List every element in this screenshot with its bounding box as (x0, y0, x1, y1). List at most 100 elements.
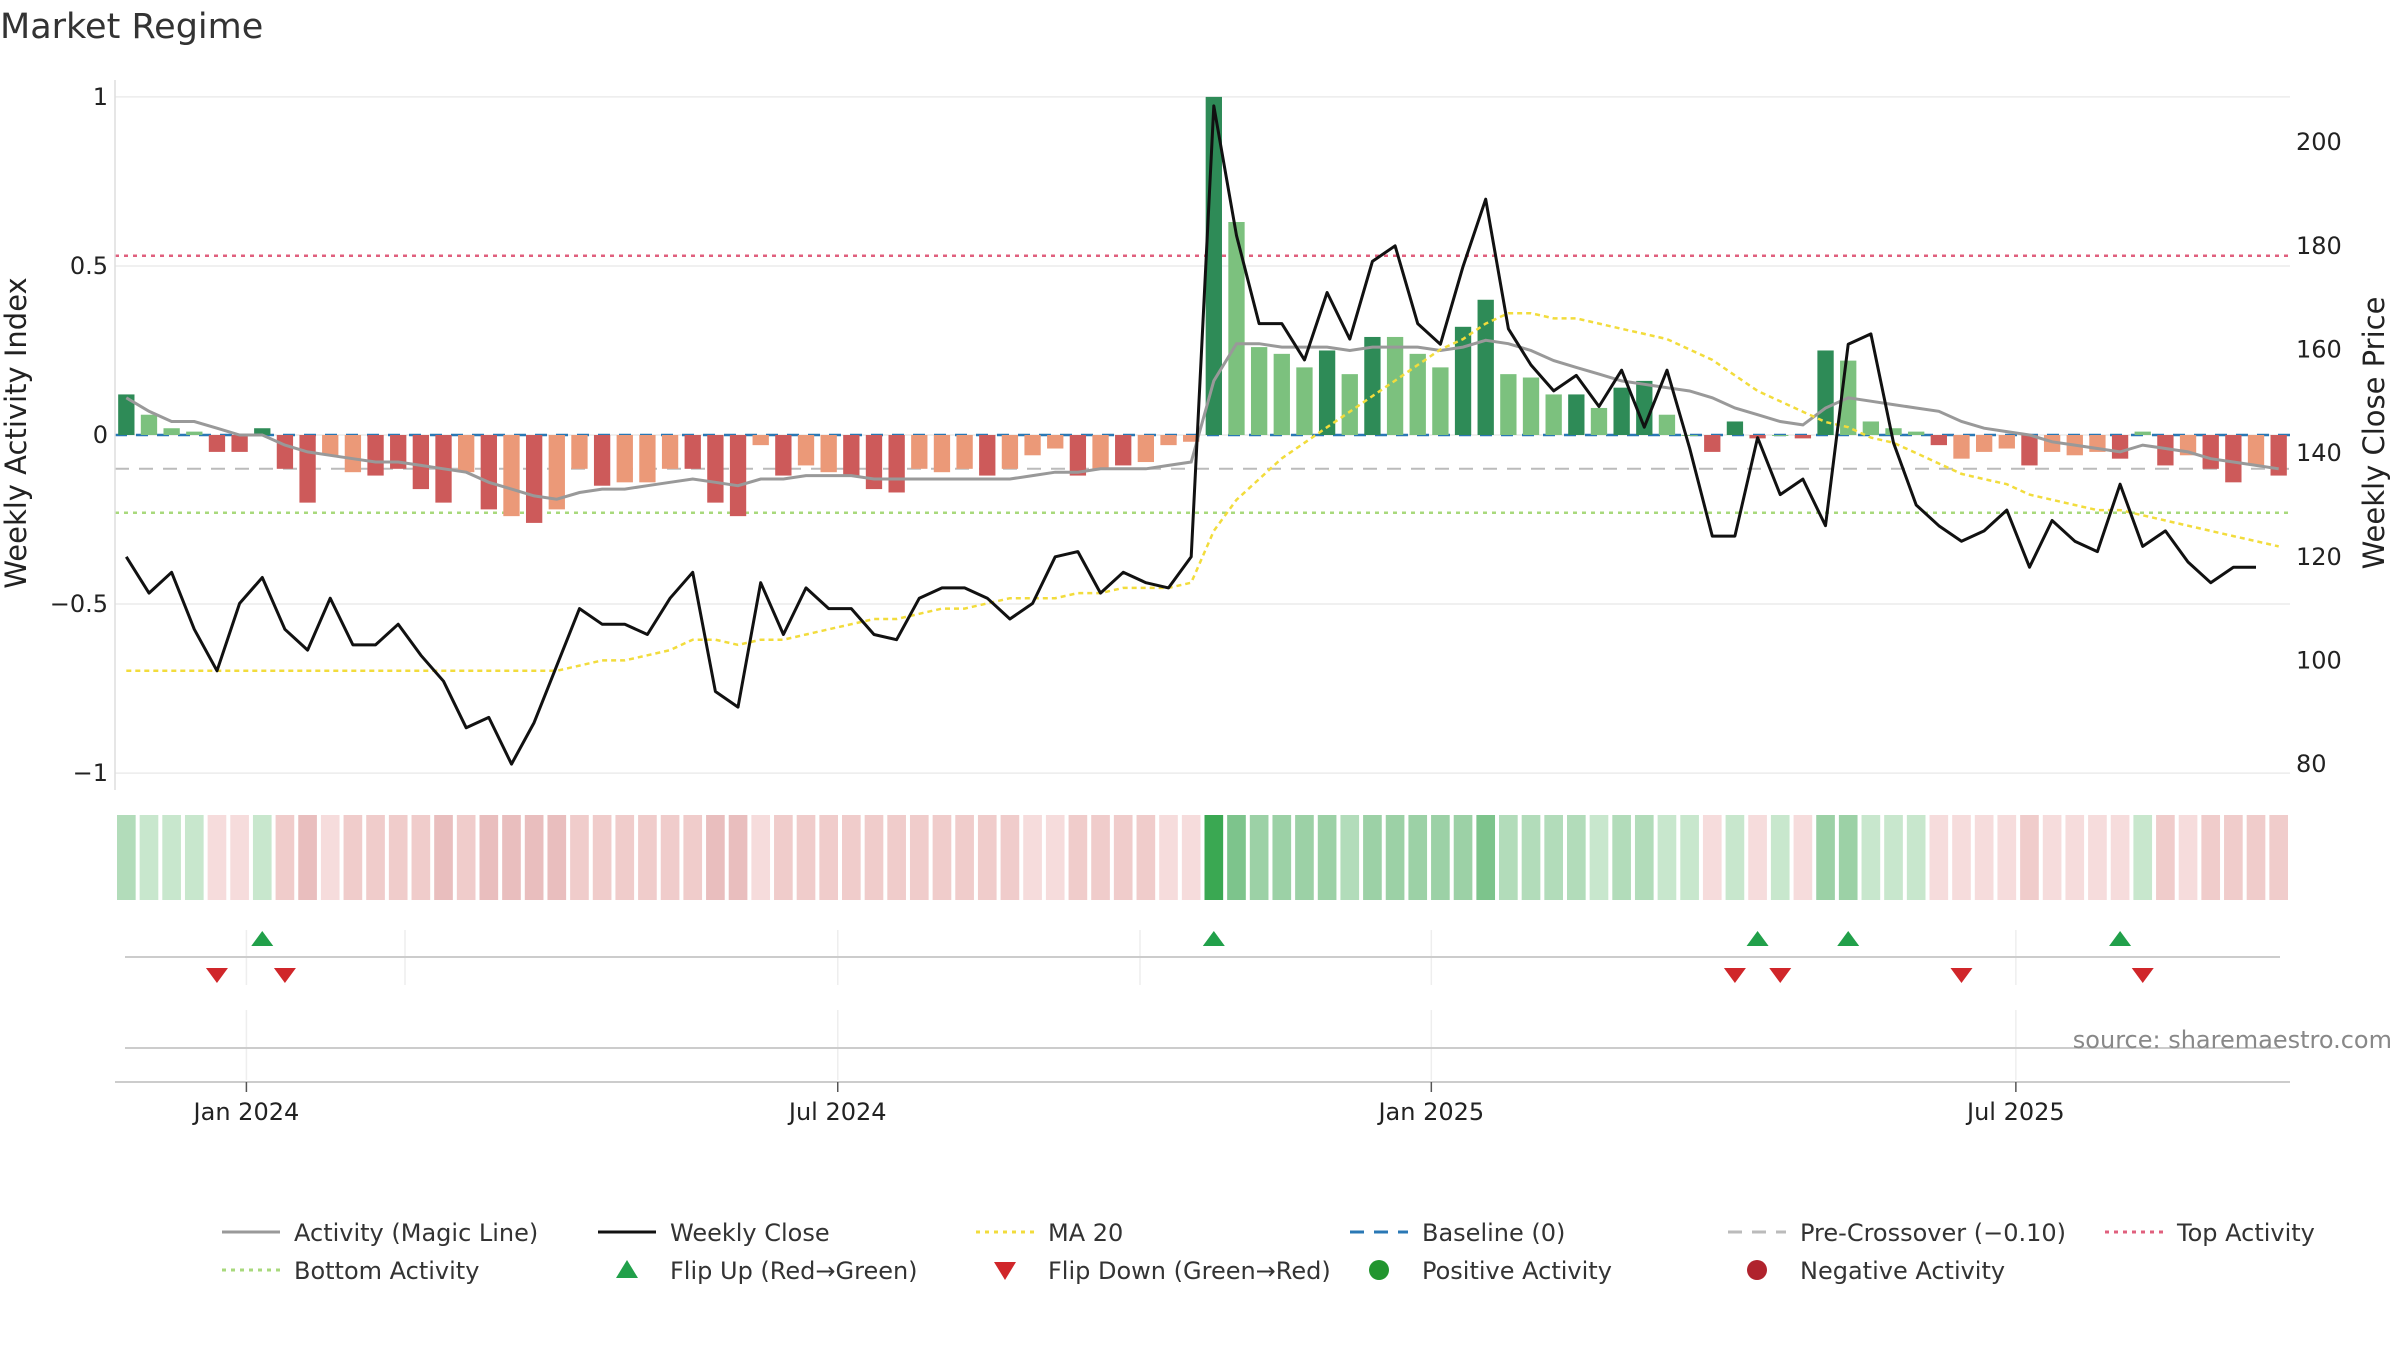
series-lines (125, 104, 2279, 766)
heat-cell (1227, 815, 1246, 900)
activity-bar (254, 428, 271, 435)
activity-bar (1001, 435, 1019, 469)
heat-cell (751, 815, 771, 900)
activity-bar (276, 435, 294, 469)
right-tick-label: 140 (2296, 439, 2342, 467)
heat-cell (728, 815, 748, 900)
heat-cell (615, 815, 635, 900)
activity-bar (1772, 435, 1789, 436)
right-tick-label: 200 (2296, 128, 2342, 156)
heat-cell (1499, 815, 1518, 900)
heat-cell (1408, 815, 1428, 900)
activity-bar (1590, 407, 1608, 435)
heat-cell (2224, 815, 2243, 900)
heat-cell (252, 815, 272, 900)
activity-bar (163, 428, 180, 435)
right-axis: 80 100 120 140 160 180 200 (2296, 128, 2342, 778)
heat-cell (411, 815, 431, 900)
legend-item-ma20: MA 20 (976, 1219, 1123, 1247)
heat-cell (1000, 815, 1020, 900)
heat-cell (1544, 815, 1563, 900)
heat-cell (774, 815, 793, 900)
heat-cell (1317, 815, 1337, 900)
activity-bar (1477, 299, 1494, 435)
heat-cell (592, 815, 612, 900)
heat-cell (1793, 815, 1813, 900)
activity-bar (1137, 435, 1155, 463)
activity-bar (1454, 326, 1472, 435)
legend-label-ma20: MA 20 (1048, 1219, 1123, 1247)
legend-label-bottom: Bottom Activity (294, 1257, 479, 1285)
activity-bar (775, 435, 792, 476)
heat-cell (1340, 815, 1360, 900)
flip-markers-panel (125, 930, 2280, 985)
legend-swatch-flipdown (994, 1262, 1016, 1280)
x-tick-label: Jan 2025 (1376, 1098, 1484, 1126)
heat-cell (932, 815, 952, 900)
activity-bar (390, 435, 407, 469)
heat-cell (2269, 815, 2288, 900)
heat-cell (1680, 815, 1699, 900)
activity-bar (888, 435, 905, 493)
heat-cell (1725, 815, 1745, 900)
activity-bar (1975, 435, 1993, 452)
activity-bar (2225, 435, 2242, 483)
activity-bar (1024, 435, 1041, 456)
activity-bar (344, 435, 362, 473)
heat-cell (1816, 815, 1835, 900)
chart-title: Market Regime (0, 7, 263, 47)
activity-bar (525, 435, 543, 523)
activity-bar (1092, 435, 1109, 469)
heat-cell (683, 815, 703, 900)
heat-cell (1612, 815, 1631, 900)
heat-cell (230, 815, 249, 900)
legend-label-flipup: Flip Up (Red→Green) (670, 1257, 918, 1285)
activity-bar (1250, 347, 1268, 435)
activity-bar (639, 435, 656, 483)
legend-item-pos: Positive Activity (1369, 1257, 1612, 1285)
legend-item-bottom: Bottom Activity (222, 1257, 479, 1285)
activity-bar (367, 435, 384, 476)
heat-cell (1453, 815, 1473, 900)
x-axis: Jan 2024 Jul 2024 Jan 2025 Jul 2025 (115, 1081, 2290, 1126)
activity-bar (1296, 367, 1313, 435)
flip-down-marker (1723, 968, 1746, 983)
heat-cell (1181, 815, 1201, 900)
activity-bar (118, 394, 135, 435)
heat-cell (570, 815, 589, 900)
heat-cell (184, 815, 204, 900)
heat-cell (162, 815, 181, 900)
flip-up-marker (1202, 931, 1225, 946)
heat-cell (864, 815, 884, 900)
flip-up-marker (1746, 931, 1769, 946)
heat-cell (366, 815, 385, 900)
activity-bar (707, 435, 724, 503)
flip-down-marker (1950, 968, 1973, 983)
legend-item-precross: Pre-Crossover (−0.10) (1728, 1219, 2066, 1247)
activity-bar (503, 435, 520, 517)
heat-cell (1702, 815, 1722, 900)
activity-bar (2202, 435, 2219, 469)
activity-bar (911, 435, 928, 469)
heat-cell (887, 815, 906, 900)
right-tick-label: 180 (2296, 232, 2342, 260)
heat-cell (2133, 815, 2153, 900)
heat-cell (343, 815, 363, 900)
heat-cell (2178, 815, 2198, 900)
heat-cell (320, 815, 340, 900)
flip-down-marker (2131, 968, 2154, 983)
heat-cell (434, 815, 453, 900)
activity-heat-strip (117, 815, 2288, 900)
legend-item-flipup: Flip Up (Red→Green) (616, 1257, 918, 1285)
heat-cell (2110, 815, 2130, 900)
activity-bar (1069, 435, 1087, 476)
activity-bar (1726, 421, 1744, 435)
heat-cell (2065, 815, 2085, 900)
heat-cell (1113, 815, 1133, 900)
activity-bar (1794, 435, 1812, 439)
activity-bar (1998, 435, 2015, 449)
right-tick-label: 100 (2296, 646, 2342, 674)
activity-bar (1160, 435, 1177, 446)
heat-cell (524, 815, 544, 900)
legend-item-neg: Negative Activity (1747, 1257, 2005, 1285)
